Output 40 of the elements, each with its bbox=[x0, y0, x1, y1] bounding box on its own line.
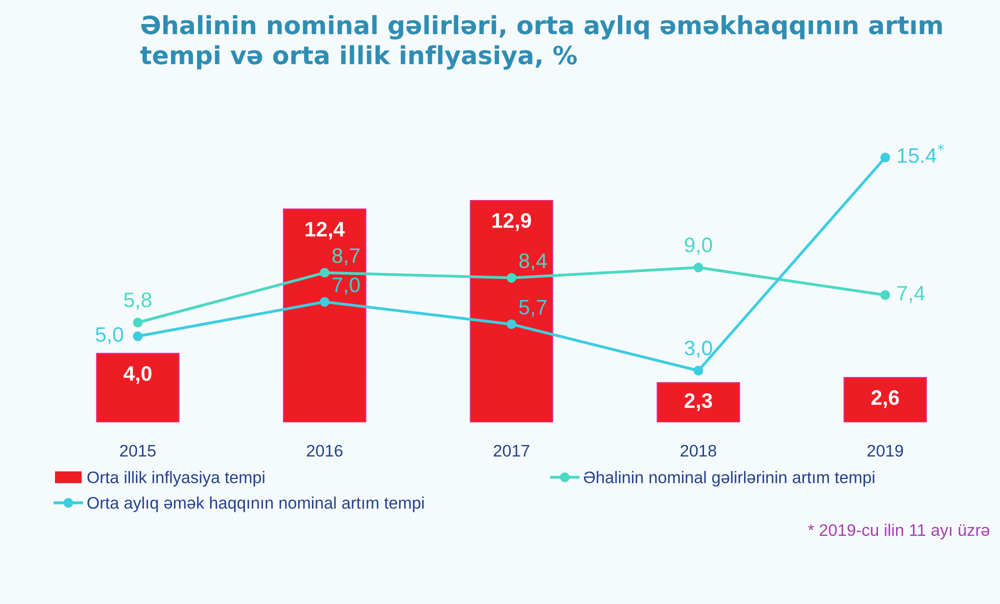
data-label: 7,4 bbox=[897, 286, 925, 304]
text: * 2019-cu ilin 11 ayı üzrə bbox=[808, 524, 990, 540]
legend-label: Orta aylıq əmək haqqının nominal artım tempi bbox=[87, 496, 424, 512]
point bbox=[320, 297, 330, 307]
bar bbox=[844, 376, 927, 422]
chart-title: Əhalinin nominal gəlirləri, orta aylıq əməkhaqqının artım tempi və orta illik inflyasiya, % bbox=[140, 15, 942, 70]
point bbox=[320, 268, 330, 278]
data-label: 7,0 bbox=[332, 277, 360, 295]
data-label: 5,0 bbox=[96, 327, 124, 344]
bar bbox=[96, 352, 180, 422]
data-label: 8,7 bbox=[332, 248, 360, 266]
data-label: 5,7 bbox=[519, 300, 546, 318]
data-label: 15.4$^{*}$ bbox=[898, 144, 944, 163]
bar bbox=[470, 200, 554, 422]
data-label: 9,0 bbox=[684, 238, 712, 255]
point bbox=[694, 262, 704, 272]
bar bbox=[656, 382, 740, 422]
point bbox=[132, 318, 143, 328]
x-tick-label: 2016 bbox=[306, 444, 342, 457]
bar bbox=[282, 208, 366, 422]
x-tick-label: 2018 bbox=[680, 444, 716, 457]
point bbox=[132, 331, 143, 342]
data-label: 8,4 bbox=[519, 253, 547, 271]
data-label: 12,4 bbox=[306, 222, 345, 240]
data-label: 5,8 bbox=[124, 292, 152, 310]
x-tick-label: 2015 bbox=[120, 444, 156, 457]
x-tick-label: 2017 bbox=[494, 444, 530, 457]
x-tick-label: 2019 bbox=[868, 444, 903, 457]
point bbox=[694, 366, 704, 376]
data-label: 4,0 bbox=[124, 366, 152, 384]
legend-label: Orta illik inflyasiya tempi bbox=[87, 471, 264, 487]
legend-label: Əhalinin nominal gəlirlərinin artım tempi bbox=[584, 471, 874, 487]
point bbox=[880, 290, 890, 300]
data-label: 3,0 bbox=[684, 340, 712, 358]
data-label: 2,3 bbox=[684, 393, 712, 412]
data-label: 12,9 bbox=[492, 213, 532, 231]
data-label: 2,6 bbox=[871, 390, 899, 408]
point bbox=[506, 319, 516, 330]
point bbox=[506, 272, 516, 283]
point bbox=[880, 152, 890, 162]
